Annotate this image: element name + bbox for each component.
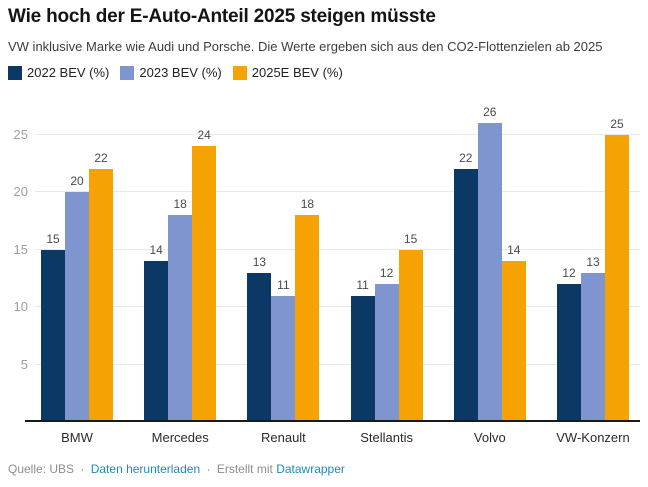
gridline	[35, 133, 640, 135]
bar-stellantis-2025e[interactable]	[398, 249, 423, 422]
gridline	[35, 191, 640, 192]
legend-swatch	[8, 65, 22, 80]
plot-area: 5 10 15 20 25 15 20 22 14 18 24 13 11 18 11 12 15 22 26 14 1…	[0, 100, 648, 422]
y-tick-label: 20	[13, 184, 28, 199]
bar-renault-2022[interactable]	[247, 272, 272, 422]
bar-value-label: 22	[94, 151, 108, 165]
bar-value-label: 15	[46, 231, 60, 246]
bar-value-label: 13	[586, 254, 600, 269]
bar-volvo-2023[interactable]	[477, 123, 502, 422]
x-category-label: Mercedes	[151, 430, 209, 445]
bar-value-label: 12	[379, 266, 394, 280]
bar-renault-2025e[interactable]	[295, 215, 320, 422]
bar-vw-konzern-2022[interactable]	[557, 284, 581, 422]
bar-vw-konzern-2025e[interactable]	[605, 134, 629, 422]
bar-mercedes-2025e[interactable]	[192, 146, 217, 422]
separator: ·	[80, 462, 85, 476]
bar-value-label: 11	[356, 277, 369, 292]
legend-label: 2025E BEV (%)	[251, 65, 343, 80]
legend-label: 2022 BEV (%)	[27, 65, 110, 80]
bar-value-label: 14	[149, 243, 163, 257]
bar-bmw-2022[interactable]	[41, 249, 65, 422]
created-with-text: Erstellt mit	[216, 462, 273, 476]
legend: 2022 BEV (%) 2023 BEV (%) 2025E BEV (%)	[8, 65, 343, 80]
gridline	[35, 248, 640, 250]
y-tick-label: 10	[13, 299, 28, 314]
legend-swatch	[120, 65, 135, 80]
bar-value-label: 24	[197, 128, 211, 142]
bar-value-label: 11	[277, 277, 290, 292]
x-category-label: Stellantis	[360, 430, 413, 445]
separator: ·	[206, 462, 211, 476]
bar-bmw-2025e[interactable]	[89, 169, 113, 422]
bar-volvo-2022[interactable]	[453, 169, 478, 422]
gridline	[35, 306, 640, 307]
bar-value-label: 15	[403, 231, 418, 246]
bar-value-label: 26	[483, 105, 497, 119]
x-category-label: VW-Konzern	[556, 430, 630, 445]
bar-mercedes-2022[interactable]	[144, 261, 169, 422]
bar-renault-2023[interactable]	[271, 295, 296, 422]
bar-stellantis-2022[interactable]	[350, 295, 375, 422]
bar-value-label: 18	[173, 197, 187, 211]
legend-swatch	[232, 65, 247, 80]
bar-value-label: 14	[507, 243, 521, 257]
x-category-label: Renault	[260, 430, 306, 445]
y-tick-label: 15	[13, 241, 28, 257]
bar-stellantis-2023[interactable]	[374, 284, 399, 422]
subtitle: VW inklusive Marke wie Audi und Porsche.…	[8, 39, 603, 54]
bar-vw-konzern-2023[interactable]	[581, 272, 605, 422]
legend-item: 2022 BEV (%)	[8, 65, 109, 80]
bar-value-label: 25	[610, 116, 624, 131]
source-text: Quelle: UBS	[8, 462, 75, 476]
x-category-label: Volvo	[473, 430, 506, 445]
x-category-label: BMW	[61, 430, 93, 445]
x-axis-line	[25, 420, 640, 422]
bar-value-label: 22	[459, 151, 473, 165]
gridline	[35, 363, 640, 365]
legend-item: 2023 BEV (%)	[120, 65, 222, 80]
download-link[interactable]: Daten herunterladen	[90, 462, 201, 476]
legend-label: 2023 BEV (%)	[139, 65, 222, 80]
datawrapper-link[interactable]: Datawrapper	[276, 462, 345, 476]
y-tick-label: 25	[13, 126, 28, 142]
bar-value-label: 12	[562, 266, 576, 280]
footer: Quelle: UBS · Daten herunterladen · Erst…	[8, 462, 345, 476]
legend-item: 2025E BEV (%)	[232, 65, 343, 80]
bar-value-label: 18	[300, 197, 315, 211]
bar-volvo-2025e[interactable]	[501, 261, 526, 422]
bar-mercedes-2023[interactable]	[168, 215, 193, 422]
bar-value-label: 20	[70, 174, 84, 188]
bar-value-label: 13	[252, 254, 267, 269]
page-title: Wie hoch der E-Auto-Anteil 2025 steigen …	[8, 6, 436, 27]
bar-bmw-2023[interactable]	[65, 192, 89, 422]
y-tick-label: 5	[20, 356, 28, 372]
